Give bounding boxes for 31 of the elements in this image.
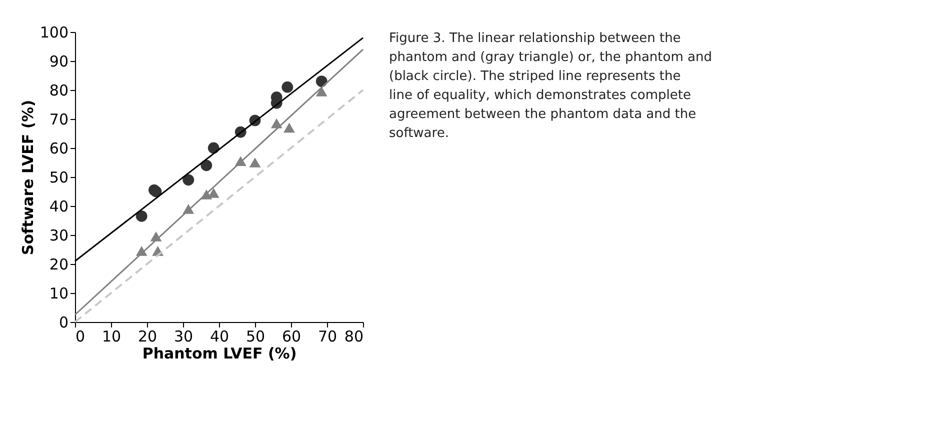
x-tick-label: 0 (76, 328, 86, 346)
x-tick-label: 20 (138, 328, 158, 346)
caption: Figure 3. The linear relationship between the phantom and (gray triangle) or, the phantom and (black circle). The striped line represents the line of equality, which demonstrates complete agreement between the phantom data and the software. (389, 31, 712, 141)
point (282, 81, 294, 93)
y-tick-label: 20 (49, 256, 68, 274)
y-tick-label: 100 (40, 24, 68, 42)
point (316, 86, 328, 96)
y-tick-label: 40 (49, 198, 68, 216)
y-tick-label: 80 (49, 82, 68, 100)
point (270, 118, 282, 128)
x-tick-label: 50 (246, 328, 266, 346)
point (284, 122, 295, 133)
y-tick-label: 0 (58, 314, 68, 332)
point (136, 210, 148, 222)
x-tick-label: 10 (102, 328, 122, 346)
y-tick-label: 10 (49, 284, 68, 302)
y-tick-label: 60 (49, 140, 68, 158)
y-tick-label: 50 (49, 168, 68, 186)
y-tick-label: 30 (49, 226, 68, 244)
x-tick-label: 40 (210, 328, 230, 346)
point (182, 174, 194, 186)
x-tick-label: 60 (282, 328, 302, 346)
x-axis-title: Phantom LVEF (%) (142, 344, 297, 362)
point (200, 160, 212, 172)
x-tick-label: 30 (174, 328, 194, 346)
point (249, 158, 261, 168)
y-tick-label: 90 (49, 52, 68, 70)
y-axis-title: Software LVEF (%) (18, 100, 37, 256)
x-tick-label: 70 (318, 328, 338, 346)
x-tick-label: 80 (344, 328, 364, 346)
y-tick-label: 70 (49, 110, 68, 128)
